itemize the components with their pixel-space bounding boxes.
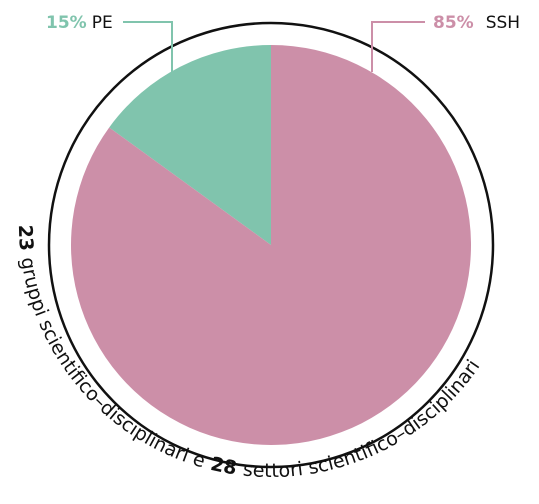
annotation-part: 23 [14,224,37,251]
category-label: SSH [486,13,520,33]
outer-ring [47,21,495,469]
slice-label: 85% SSH [433,13,520,33]
pie-slice [71,45,472,445]
pie [71,45,472,445]
leader-line [371,21,425,72]
annotation-part: 28 [209,453,239,480]
leader-line [123,21,173,72]
category-label: PE [92,13,113,33]
pie-slice [109,45,272,245]
slice-label: 15% PE [46,13,113,33]
value-label: 15% [46,13,87,33]
value-label: 85% [433,13,474,33]
